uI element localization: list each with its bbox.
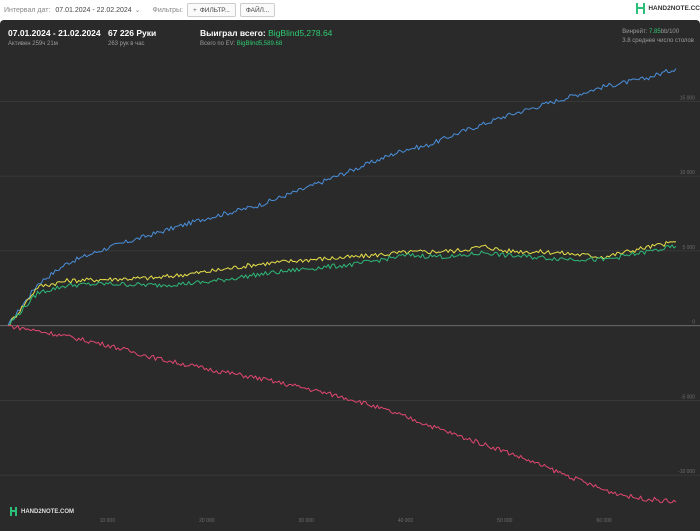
- x-tick-label: 30 000: [298, 518, 314, 524]
- stat-active-time: Активен 259ч 21м: [8, 41, 58, 47]
- stat-winrate: Винрейт: 7.85bb/100 3.8 среднее число ст…: [622, 28, 694, 46]
- hand2note-logo-icon: [636, 3, 646, 14]
- stat-hands-value: 67 226 Руки: [108, 28, 157, 38]
- file-button-label: ФАЙЛ...: [245, 6, 270, 14]
- stat-dates: 07.01.2024 - 21.02.2024 Активен 259ч 21м: [8, 28, 101, 47]
- stat-won-value: BigBlind5,278.64: [268, 28, 333, 38]
- x-tick-label: 20 000: [199, 518, 215, 524]
- series-line: [7, 241, 677, 327]
- brand-name-top: HAND2NOTE.CC: [648, 5, 700, 12]
- brand-logo-top: HAND2NOTE.CC: [636, 3, 700, 14]
- stat-ev-value: BigBlind5,589.68: [236, 41, 283, 47]
- series-line: [7, 68, 677, 326]
- plus-icon: +: [193, 6, 197, 14]
- filter-button[interactable]: + ФИЛЬТР...: [187, 3, 236, 17]
- x-tick-label: 60 000: [597, 518, 613, 524]
- top-toolbar: Интервал дат: 07.01.2024 - 22.02.2024 ⌄ …: [0, 0, 700, 20]
- stat-hands-rate: 263 рук в час: [108, 41, 145, 47]
- series-line: [7, 324, 677, 504]
- brand-name-bottom: HAND2NOTE.COM: [21, 508, 75, 515]
- y-tick-label: 15 000: [680, 95, 696, 101]
- hand2note-logo-icon-bottom: [10, 507, 17, 516]
- interval-value[interactable]: 07.01.2024 - 22.02.2024: [55, 6, 132, 14]
- x-tick-label: 50 000: [497, 518, 513, 524]
- winrate-unit: bb/100: [660, 29, 680, 35]
- interval-label: Интервал дат:: [4, 6, 51, 14]
- filters-label: Фильтры:: [152, 6, 184, 14]
- series-line: [7, 244, 677, 327]
- profit-graph: -10 000 -5 000 0 5 000 10 000 15 000 10 000 20 …: [0, 68, 700, 524]
- x-tick-label: 10 000: [100, 518, 116, 524]
- x-tick-label: 40 000: [398, 518, 414, 524]
- file-button[interactable]: ФАЙЛ...: [239, 3, 276, 17]
- y-tick-label: 5 000: [682, 245, 695, 251]
- avg-tables: 3.8 среднее число столов: [622, 38, 694, 44]
- y-tick-label: 10 000: [680, 170, 696, 176]
- stat-won-label: Выиграл всего:: [200, 28, 266, 38]
- stat-dates-value: 07.01.2024 - 21.02.2024: [8, 28, 101, 38]
- filter-button-label: ФИЛЬТР...: [199, 6, 230, 14]
- y-tick-label: -10 000: [678, 469, 695, 475]
- stat-ev-label: Всего по EV:: [200, 41, 236, 47]
- stat-hands: 67 226 Руки 263 рук в час: [108, 28, 156, 47]
- y-tick-label: -5 000: [681, 394, 695, 400]
- chevron-down-icon[interactable]: ⌄: [134, 7, 141, 14]
- winrate-label: Винрейт:: [622, 29, 648, 35]
- y-tick-label: 0: [692, 320, 695, 326]
- winrate-value: 7.85: [649, 29, 661, 35]
- graph-panel: [0, 20, 700, 531]
- brand-logo-bottom: HAND2NOTE.COM: [10, 507, 74, 516]
- stat-won: Выиграл всего: BigBlind5,278.64 Всего по…: [200, 28, 332, 47]
